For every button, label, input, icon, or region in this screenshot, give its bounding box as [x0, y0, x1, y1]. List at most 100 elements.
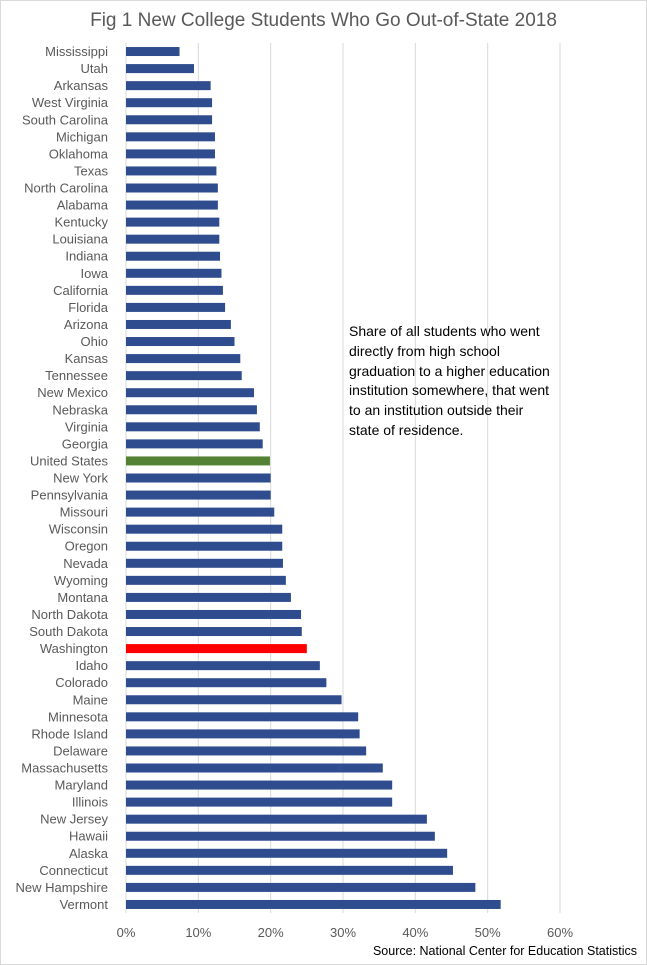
- bar: [126, 302, 226, 312]
- y-category-label: Vermont: [60, 897, 109, 912]
- y-category-label: Arkansas: [54, 78, 109, 93]
- bar: [126, 166, 217, 176]
- bar: [126, 848, 448, 858]
- bar: [126, 797, 393, 807]
- y-category-label: Illinois: [72, 795, 109, 810]
- y-category-label: Idaho: [75, 658, 108, 673]
- bar: [126, 763, 383, 773]
- bar: [126, 319, 231, 329]
- y-category-label: West Virginia: [32, 95, 109, 110]
- bar: [126, 439, 263, 449]
- bar: [126, 507, 275, 517]
- bar: [126, 865, 453, 875]
- bar: [126, 337, 235, 347]
- y-category-label: New York: [53, 471, 108, 486]
- y-category-label: Wisconsin: [49, 522, 108, 537]
- bar: [126, 695, 342, 705]
- bar: [126, 115, 213, 125]
- bar: [126, 217, 220, 227]
- bar: [126, 371, 242, 381]
- y-category-label: Rhode Island: [31, 726, 108, 741]
- bar: [126, 729, 360, 739]
- bar: [126, 575, 286, 585]
- bar: [126, 456, 270, 466]
- y-category-label: Ohio: [81, 334, 108, 349]
- x-tick-label: 60%: [547, 925, 573, 940]
- bar: [126, 473, 271, 483]
- y-category-label: New Hampshire: [16, 880, 108, 895]
- bar: [126, 814, 427, 824]
- bar: [126, 644, 307, 654]
- y-category-label: Nebraska: [52, 402, 108, 417]
- y-category-label: Tennessee: [45, 368, 108, 383]
- x-tick-label: 0%: [117, 925, 136, 940]
- bar: [126, 712, 359, 722]
- y-category-label: Alaska: [69, 846, 109, 861]
- y-category-label: Iowa: [81, 266, 109, 281]
- y-category-label: Missouri: [60, 505, 109, 520]
- bar: [126, 746, 367, 756]
- y-category-label: Georgia: [62, 436, 109, 451]
- source-note: Source: National Center for Education St…: [372, 944, 637, 958]
- y-category-label: Colorado: [55, 675, 108, 690]
- bar: [126, 183, 218, 193]
- bar: [126, 780, 393, 790]
- y-category-label: Louisiana: [52, 232, 108, 247]
- y-category-label: Texas: [74, 163, 108, 178]
- bar: [126, 98, 213, 108]
- x-tick-label: 20%: [258, 925, 284, 940]
- bar: [126, 64, 194, 74]
- chart-title: Fig 1 New College Students Who Go Out-of…: [90, 10, 557, 31]
- y-category-label: South Carolina: [22, 112, 109, 127]
- y-category-label: Wyoming: [54, 573, 108, 588]
- y-category-label: Florida: [68, 300, 109, 315]
- y-category-label: Alabama: [57, 198, 109, 213]
- y-category-label: North Dakota: [31, 607, 108, 622]
- chart-annotation: Share of all students who went directly …: [349, 323, 550, 438]
- bar: [126, 422, 260, 432]
- y-category-label: North Carolina: [24, 181, 109, 196]
- bar: [126, 882, 476, 892]
- y-category-label: Nevada: [63, 556, 109, 571]
- bar: [126, 592, 291, 602]
- bar: [126, 627, 302, 637]
- y-category-label: Massachusetts: [21, 761, 108, 776]
- bar: [126, 234, 220, 244]
- y-category-label: Montana: [57, 590, 108, 605]
- y-category-label: Oregon: [65, 539, 108, 554]
- bar: [126, 285, 223, 295]
- y-category-label: California: [53, 283, 109, 298]
- bar: [126, 524, 283, 534]
- y-category-label: South Dakota: [29, 624, 109, 639]
- bar: [126, 354, 241, 364]
- bar: [126, 609, 302, 619]
- y-category-label: Oklahoma: [49, 146, 109, 161]
- y-category-label: Delaware: [53, 743, 108, 758]
- y-category-label: United States: [30, 453, 109, 468]
- y-category-label: Hawaii: [69, 829, 108, 844]
- bar: [126, 558, 283, 568]
- y-category-label: Virginia: [65, 419, 109, 434]
- y-category-label: Maine: [73, 692, 108, 707]
- y-category-label: Washington: [40, 641, 108, 656]
- bar: [126, 541, 283, 551]
- y-category-label: Utah: [81, 61, 108, 76]
- bar: [126, 47, 180, 57]
- bar: [126, 490, 271, 500]
- y-category-label: Arizona: [64, 317, 109, 332]
- bar: [126, 405, 257, 415]
- y-category-label: New Mexico: [37, 385, 108, 400]
- bar: [126, 251, 221, 261]
- bar: [126, 81, 211, 91]
- bar: [126, 831, 435, 841]
- bar: [126, 132, 215, 142]
- y-category-label: New Jersey: [40, 812, 108, 827]
- bar: [126, 149, 215, 159]
- x-tick-label: 40%: [402, 925, 428, 940]
- y-category-label: Michigan: [56, 129, 108, 144]
- y-category-label: Mississippi: [45, 44, 108, 59]
- bar: [126, 200, 218, 210]
- y-category-label: Connecticut: [39, 863, 108, 878]
- bar: [126, 661, 320, 671]
